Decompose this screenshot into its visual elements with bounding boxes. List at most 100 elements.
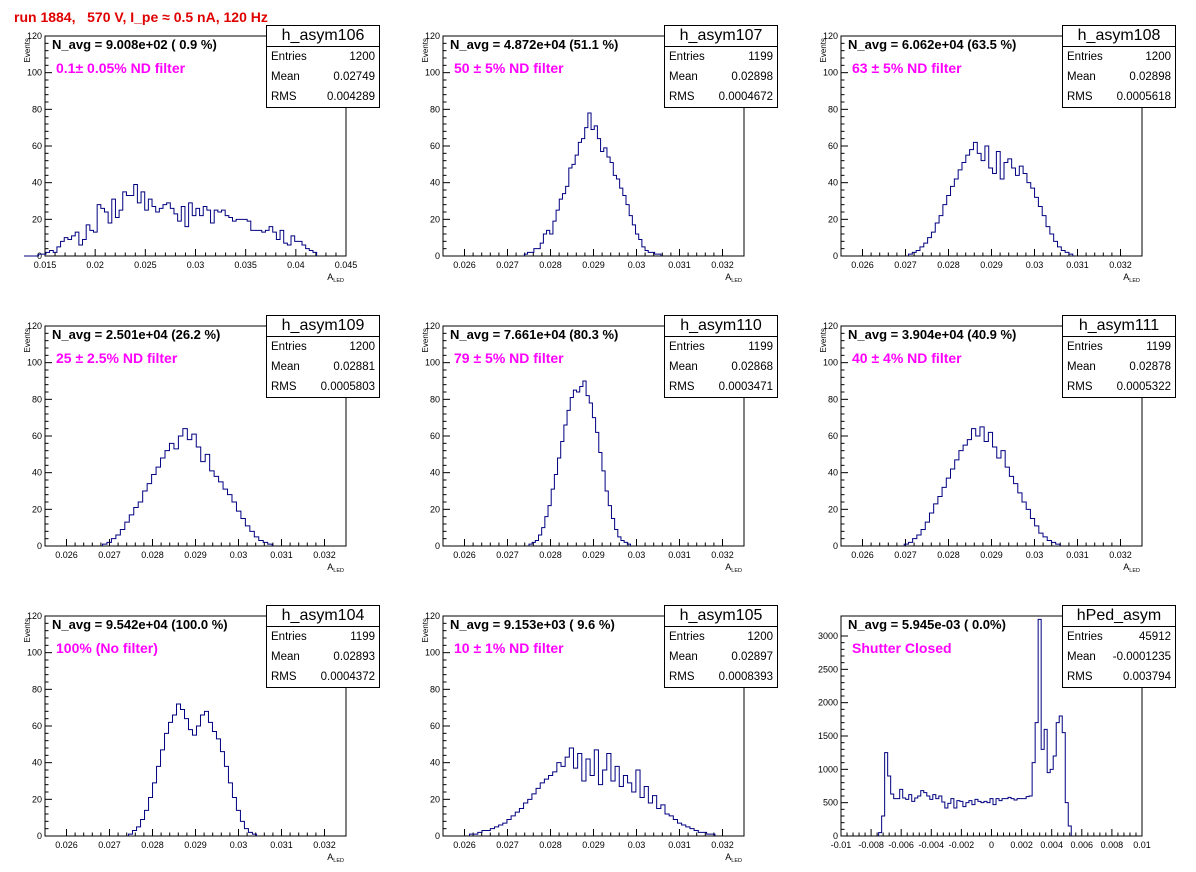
stats-box: h_asym105 Entries 1200 Mean 0.02897 RMS 0.0008… [664,605,778,688]
stats-value: 0.02878 [1129,361,1171,373]
y-tick-label: 0 [833,541,838,551]
y-tick-label: 100 [27,648,42,658]
stats-entries: Entries 1200 [665,627,777,647]
histogram-panel-h_asym109: 0.026 0.027 0.028 0.029 0.03 0.031 0.032 0 20 40 6… [0,290,380,574]
histogram-svg: 0.026 0.027 0.028 0.029 0.03 0.031 0.032 0 20 40 6… [421,611,745,864]
histogram-panel-h_asym107: 0.026 0.027 0.028 0.029 0.03 0.031 0.032 0 20 40 6… [398,0,778,284]
x-tick-label: 0.029 [582,550,605,560]
y-tick-label: 20 [828,214,838,224]
histogram-line [878,618,1072,836]
x-axis-label: ALED [725,272,742,284]
stats-key: Entries [271,51,307,63]
stats-key: Entries [669,341,705,353]
stats-value: 0.0005618 [1116,91,1171,103]
stats-value: 1199 [350,631,375,643]
stats-rms: RMS 0.0005322 [1063,377,1175,397]
n-avg-label: N_avg = 7.661e+04 (80.3 %) [450,327,619,342]
y-tick-label: 40 [32,468,42,478]
x-tick-label: 0.027 [894,260,917,270]
x-tick-label: 0.028 [539,840,562,850]
x-tick-label: 0.028 [141,840,164,850]
stats-mean: Mean 0.02893 [267,647,379,667]
histogram-panel-hPed_asym: -0.01 -0.008 -0.006 -0.004 -0.002 0 0.002 0.004… [796,580,1176,858]
y-tick-label: 100 [27,68,42,78]
x-tick-label: 0.032 [1109,260,1132,270]
stats-value: 1199 [748,341,773,353]
filter-annotation: 100% (No filter) [56,640,158,656]
y-tick-label: 120 [823,31,838,41]
stats-mean: Mean -0.0001235 [1063,647,1175,667]
x-tick-label: 0.029 [980,260,1003,270]
stats-value: 1200 [349,51,375,63]
n-avg-label: N_avg = 9.153e+03 ( 9.6 %) [450,617,615,632]
y-axis-label: Events [421,38,430,62]
x-tick-label: 0.029 [582,260,605,270]
y-tick-label: 60 [32,721,42,731]
run-title: run 1884, 570 V, I_pe ≈ 0.5 nA, 120 Hz [14,9,268,25]
x-tick-label: -0.01 [831,840,852,850]
x-tick-label: 0.006 [1071,840,1094,850]
x-tick-label: 0.035 [234,260,257,270]
y-tick-label: 20 [32,504,42,514]
stats-key: Entries [1067,51,1103,63]
x-tick-label: 0.027 [496,550,519,560]
stats-rms: RMS 0.0004672 [665,87,777,107]
stats-key: Entries [669,631,705,643]
y-tick-label: 100 [425,68,440,78]
stats-key: Mean [669,651,698,663]
histogram-name: h_asym105 [665,606,777,627]
stats-key: Mean [271,71,300,83]
y-tick-label: 20 [828,504,838,514]
y-tick-label: 0 [833,831,838,841]
x-tick-label: 0.026 [55,840,78,850]
stats-rms: RMS 0.0004372 [267,667,379,687]
y-tick-label: 0 [833,251,838,261]
x-tick-label: 0.031 [270,840,293,850]
x-tick-label: 0.03 [628,260,646,270]
stats-key: Entries [271,631,307,643]
stats-box: h_asym109 Entries 1200 Mean 0.02881 RMS 0.0005… [266,315,380,398]
stats-entries: Entries 1200 [267,47,379,67]
n-avg-label: N_avg = 4.872e+04 (51.1 %) [450,37,619,52]
stats-rms: RMS 0.0008393 [665,667,777,687]
x-tick-label: 0.026 [453,840,476,850]
x-tick-label: 0.008 [1101,840,1124,850]
n-avg-label: N_avg = 9.008e+02 ( 0.9 %) [52,37,217,52]
x-axis-label: ALED [725,562,742,574]
x-tick-label: 0.04 [287,260,305,270]
stats-key: Mean [271,651,300,663]
x-tick-label: 0.032 [711,840,734,850]
histogram-panel-h_asym105: 0.026 0.027 0.028 0.029 0.03 0.031 0.032 0 20 40 6… [398,580,778,864]
filter-annotation: 50 ± 5% ND filter [454,60,564,76]
x-tick-label: 0.004 [1040,840,1063,850]
histogram-svg: 0.026 0.027 0.028 0.029 0.03 0.031 0.032 0 20 40 6… [421,31,745,284]
filter-annotation: 25 ± 2.5% ND filter [56,350,178,366]
x-tick-label: 0.02 [86,260,104,270]
x-tick-label: 0.029 [184,550,207,560]
x-tick-label: -0.008 [858,840,884,850]
x-tick-label: 0.025 [134,260,157,270]
stats-key: RMS [1067,671,1093,683]
x-axis-label: ALED [1123,562,1140,574]
filter-annotation: 0.1± 0.05% ND filter [56,60,186,76]
stats-mean: Mean 0.02897 [665,647,777,667]
y-tick-label: 20 [32,794,42,804]
y-tick-label: 2000 [818,698,838,708]
y-tick-label: 1000 [818,764,838,774]
y-tick-label: 120 [27,31,42,41]
x-tick-label: 0.015 [34,260,57,270]
y-tick-label: 60 [32,431,42,441]
x-axis-label: ALED [327,272,344,284]
x-tick-label: 0.03 [628,840,646,850]
stats-value: 1199 [1146,341,1171,353]
stats-rms: RMS 0.0005618 [1063,87,1175,107]
y-tick-label: 0 [435,251,440,261]
x-tick-label: 0.031 [668,260,691,270]
x-tick-label: 0.032 [1109,550,1132,560]
x-tick-label: 0.029 [184,840,207,850]
histogram-name: h_asym109 [267,316,379,337]
stats-box: h_asym106 Entries 1200 Mean 0.02749 RMS 0.0042… [266,25,380,108]
stats-key: Mean [1067,651,1096,663]
histogram-line [469,747,716,836]
y-tick-label: 80 [32,104,42,114]
